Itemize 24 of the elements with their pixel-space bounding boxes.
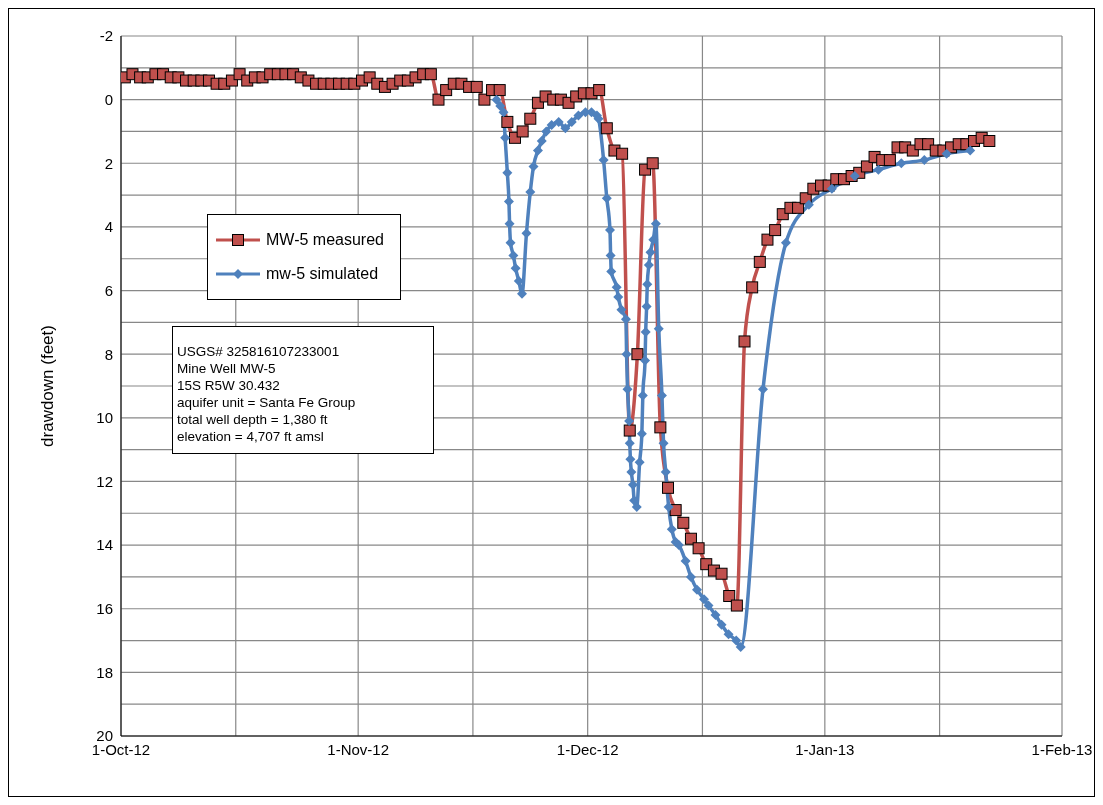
y-tick-label: 8	[104, 345, 113, 363]
y-tick-label: 14	[96, 536, 113, 554]
y-tick-label: 18	[96, 663, 113, 681]
annotation: total well depth = 1,380 ft	[177, 411, 329, 428]
y-axis-title: drawdown (feet)	[38, 325, 58, 447]
y-tick-label: 2	[104, 154, 113, 172]
y-tick-label: 4	[104, 218, 113, 236]
x-tick-label: 1-Jan-13	[795, 740, 855, 758]
annotation: 15S R5W 30.432	[177, 377, 281, 394]
annotation: elevation = 4,707 ft amsl	[177, 428, 325, 445]
legend-label: mw-5 simulated	[266, 265, 379, 283]
annotation: aquifer unit = Santa Fe Group	[177, 394, 357, 411]
y-tick-label: 12	[96, 472, 113, 490]
y-tick-label: 0	[104, 90, 113, 108]
annotation: USGS# 325816107233001	[177, 343, 341, 360]
annotation: Mine Well MW-5	[177, 360, 277, 377]
y-tick-label: -2	[99, 27, 113, 45]
legend-label: MW-5 measured	[266, 231, 384, 249]
y-tick-label: 16	[96, 600, 113, 618]
x-tick-label: 1-Dec-12	[556, 740, 619, 758]
y-tick-label: 10	[96, 409, 113, 427]
y-tick-label: 6	[104, 281, 113, 299]
x-tick-label: 1-Feb-13	[1031, 740, 1093, 758]
x-tick-label: 1-Nov-12	[327, 740, 390, 758]
